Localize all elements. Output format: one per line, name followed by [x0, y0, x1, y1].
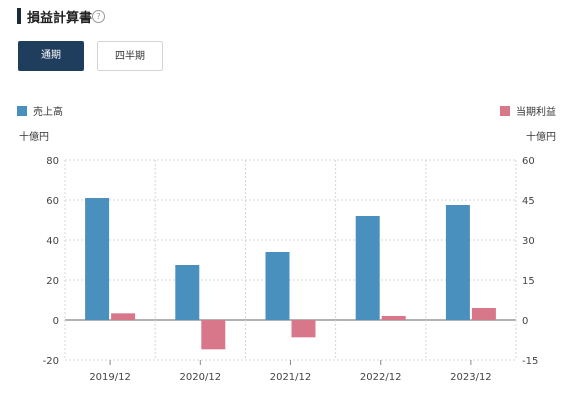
legend-swatch-net-income — [500, 105, 510, 116]
y-right-tick-label: 0 — [522, 316, 528, 327]
legend-label-revenue: 売上高 — [33, 107, 63, 118]
y-left-tick-label: -20 — [43, 356, 59, 367]
bar-revenue — [175, 265, 200, 320]
bar-net-income — [111, 313, 136, 320]
bar-net-income — [471, 308, 496, 320]
bar-revenue — [265, 252, 290, 320]
x-tick-label: 2021/12 — [270, 372, 312, 383]
x-tick-label: 2023/12 — [450, 372, 492, 383]
y-left-tick-label: 20 — [46, 276, 59, 287]
y-left-tick-label: 80 — [46, 156, 59, 167]
x-tick-label: 2019/12 — [89, 372, 131, 383]
y-right-tick-label: 30 — [522, 236, 535, 247]
x-tick-label: 2022/12 — [360, 372, 402, 383]
bar-net-income — [291, 320, 316, 338]
left-axis-unit: 十億円 — [19, 132, 49, 143]
y-right-tick-label: -15 — [522, 356, 538, 367]
bar-net-income — [201, 320, 226, 350]
page-title: 損益計算書 — [27, 11, 93, 26]
bar-revenue — [85, 198, 110, 320]
y-right-tick-label: 15 — [522, 276, 535, 287]
y-left-tick-label: 40 — [46, 236, 59, 247]
title-accent-bar — [17, 8, 21, 24]
bar-revenue — [355, 216, 380, 320]
legend-label-net-income: 当期利益 — [516, 107, 556, 118]
tab-annual[interactable]: 通期 — [18, 41, 84, 71]
right-axis-unit: 十億円 — [526, 132, 556, 143]
y-right-tick-label: 60 — [522, 156, 535, 167]
legend-revenue: 売上高 — [17, 103, 63, 118]
tab-quarterly[interactable]: 四半期 — [97, 41, 163, 71]
legend-net-income: 当期利益 — [500, 103, 556, 118]
x-tick-label: 2020/12 — [180, 372, 222, 383]
y-left-tick-label: 60 — [46, 196, 59, 207]
y-right-tick-label: 45 — [522, 196, 535, 207]
bar-revenue — [445, 205, 470, 320]
legend-swatch-revenue — [17, 105, 27, 116]
y-left-tick-label: 0 — [53, 316, 59, 327]
bar-net-income — [381, 316, 406, 320]
help-icon[interactable]: ? — [92, 10, 105, 23]
